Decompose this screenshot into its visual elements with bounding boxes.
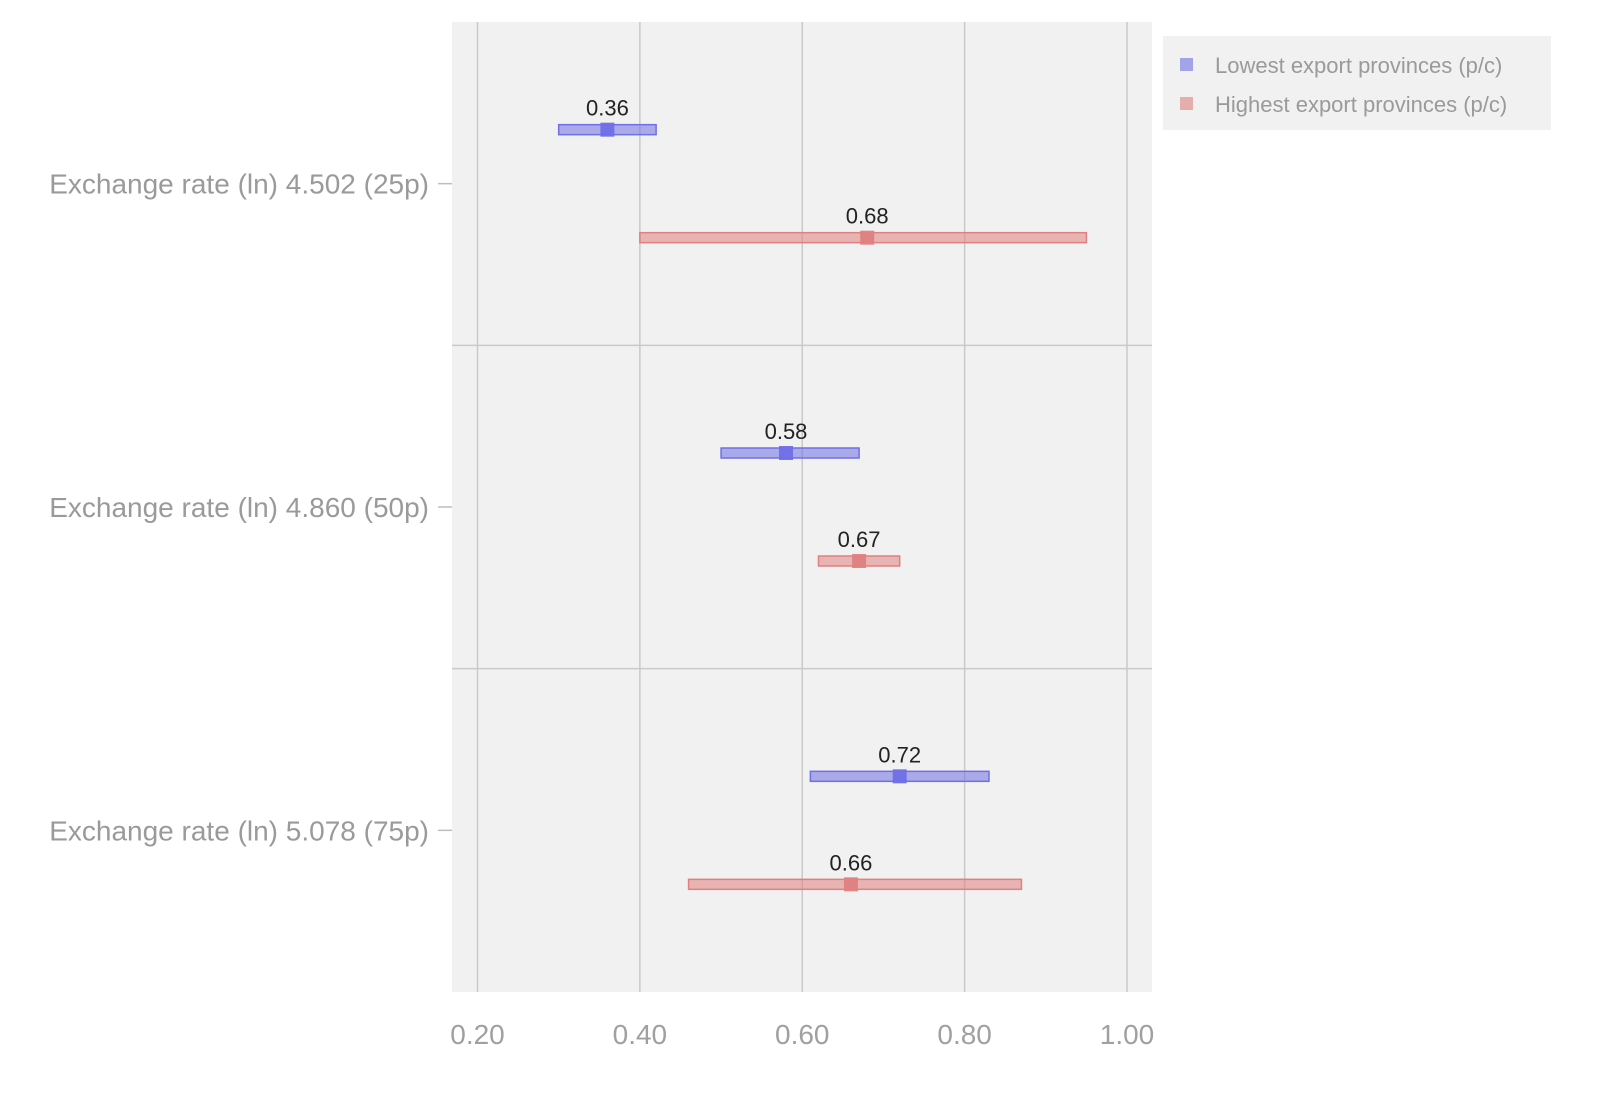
point-marker [843, 877, 858, 892]
data-label: 0.67 [838, 527, 881, 552]
category-label: Exchange rate (ln) 4.860 (50p) [49, 492, 429, 523]
grid [452, 22, 1152, 992]
point-marker [600, 122, 615, 137]
point-marker [892, 769, 907, 784]
point-marker [779, 446, 794, 460]
point-marker [860, 230, 875, 245]
x-tick-label: 0.20 [450, 1019, 505, 1050]
data-label: 0.58 [765, 419, 808, 444]
legend-background [1163, 36, 1551, 130]
legend-label-lowest: Lowest export provinces (p/c) [1215, 53, 1502, 78]
legend-swatch-lowest [1180, 58, 1193, 71]
data-label: 0.72 [878, 742, 921, 767]
marks: 0.36 0.58 0.72 0.68 0.67 0.66 [557, 96, 1088, 892]
data-label: 0.66 [830, 850, 873, 875]
x-tick-label: 0.60 [775, 1019, 830, 1050]
legend: Lowest export provinces (p/c) Highest ex… [1163, 36, 1551, 130]
x-tick-labels: 0.20 0.40 0.60 0.80 1.00 [450, 1019, 1154, 1050]
data-label: 0.36 [586, 96, 629, 121]
x-tick-label: 0.40 [613, 1019, 668, 1050]
category-labels: Exchange rate (ln) 4.502 (25p) Exchange r… [49, 169, 429, 847]
category-label: Exchange rate (ln) 5.078 (75p) [49, 815, 429, 846]
category-ticks [438, 182, 452, 832]
data-label: 0.68 [846, 204, 889, 229]
category-label: Exchange rate (ln) 4.502 (25p) [49, 169, 429, 200]
x-tick-label: 1.00 [1100, 1019, 1155, 1050]
legend-label-highest: Highest export provinces (p/c) [1215, 92, 1507, 117]
point-marker [852, 554, 867, 568]
x-tick-label: 0.80 [937, 1019, 992, 1050]
legend-swatch-highest [1180, 97, 1193, 110]
